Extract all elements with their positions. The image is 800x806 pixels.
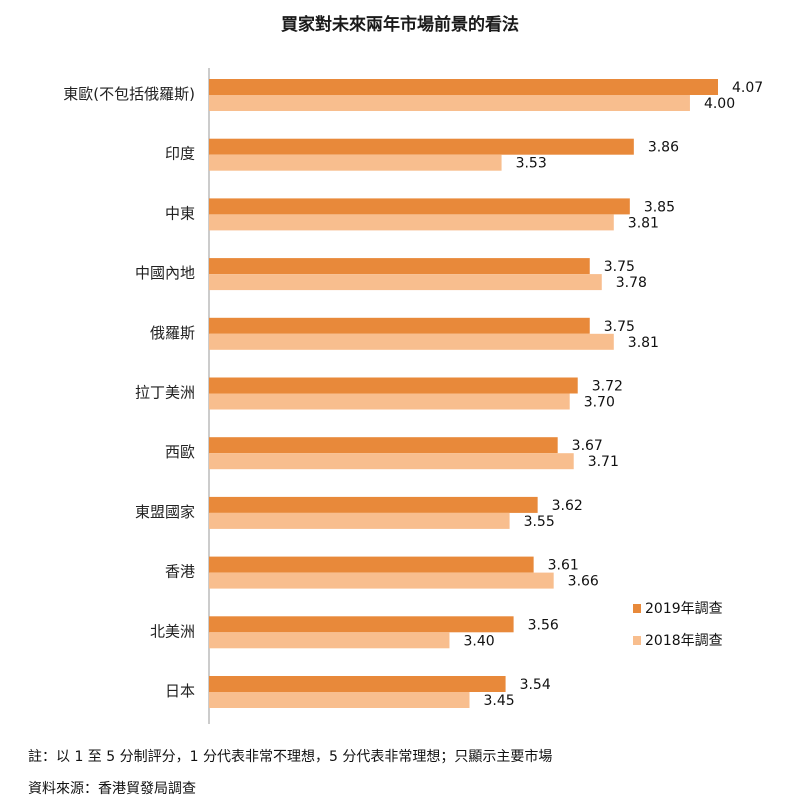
bar: [209, 453, 574, 470]
category-label: 東盟國家: [135, 503, 195, 521]
bar: [209, 95, 690, 111]
data-label: 3.55: [524, 514, 555, 530]
category-label: 東歐(不包括俄羅斯): [63, 85, 195, 103]
bar: [209, 258, 590, 275]
bar: [209, 393, 570, 410]
data-label: 3.81: [628, 215, 659, 231]
data-label: 3.61: [548, 558, 579, 574]
data-label: 3.75: [604, 319, 635, 335]
bar: [209, 496, 538, 513]
data-label: 3.56: [528, 617, 559, 633]
category-label: 拉丁美洲: [135, 384, 195, 402]
data-label: 3.75: [604, 259, 635, 275]
data-label: 3.81: [628, 335, 659, 351]
legend-label: 2019年調查: [645, 601, 723, 617]
data-label: 3.66: [568, 574, 599, 590]
bar: [209, 437, 558, 454]
bar: [209, 632, 450, 649]
category-label: 印度: [165, 145, 195, 163]
data-label: 3.53: [516, 156, 547, 172]
legend-swatch: [633, 636, 641, 645]
bar: [209, 138, 634, 155]
chart-title: 買家對未來兩年市場前景的看法: [281, 15, 519, 35]
bar: [209, 692, 470, 708]
bar: [209, 512, 510, 529]
data-label: 3.67: [572, 438, 603, 454]
bar: [209, 616, 514, 633]
bar: [209, 377, 578, 394]
category-label: 香港: [165, 563, 195, 581]
category-label: 中國內地: [135, 264, 195, 282]
legend-swatch: [633, 604, 641, 613]
data-label: 3.54: [520, 677, 551, 693]
bar: [209, 198, 630, 215]
category-label: 北美洲: [150, 622, 195, 640]
category-label: 中東: [165, 204, 195, 222]
bar: [209, 274, 602, 291]
data-label: 3.71: [588, 454, 619, 470]
data-label: 4.07: [732, 80, 763, 96]
bar: [209, 556, 534, 573]
data-label: 3.40: [463, 633, 494, 649]
chart-source: 資料來源：香港貿發局調查: [28, 781, 196, 797]
bar: [209, 317, 590, 334]
category-label: 西歐: [165, 443, 195, 461]
category-label: 俄羅斯: [150, 324, 195, 342]
data-label: 3.86: [648, 140, 679, 156]
data-label: 3.45: [484, 693, 515, 709]
data-label: 3.70: [584, 395, 615, 411]
legend-label: 2018年調查: [645, 633, 723, 649]
data-label: 3.72: [592, 379, 623, 395]
bar: [209, 154, 502, 171]
data-label: 3.62: [552, 498, 583, 514]
bar: [209, 676, 506, 692]
data-label: 3.85: [644, 199, 675, 215]
bar: [209, 572, 554, 589]
category-label: 日本: [165, 682, 195, 700]
data-label: 3.78: [616, 275, 647, 291]
bar: [209, 333, 614, 350]
bar: [209, 79, 718, 95]
data-label: 4.00: [704, 96, 735, 112]
bar: [209, 214, 614, 231]
chart-note: 註：以 1 至 5 分制評分，1 分代表非常不理想，5 分代表非常理想；只顯示主…: [28, 749, 553, 765]
